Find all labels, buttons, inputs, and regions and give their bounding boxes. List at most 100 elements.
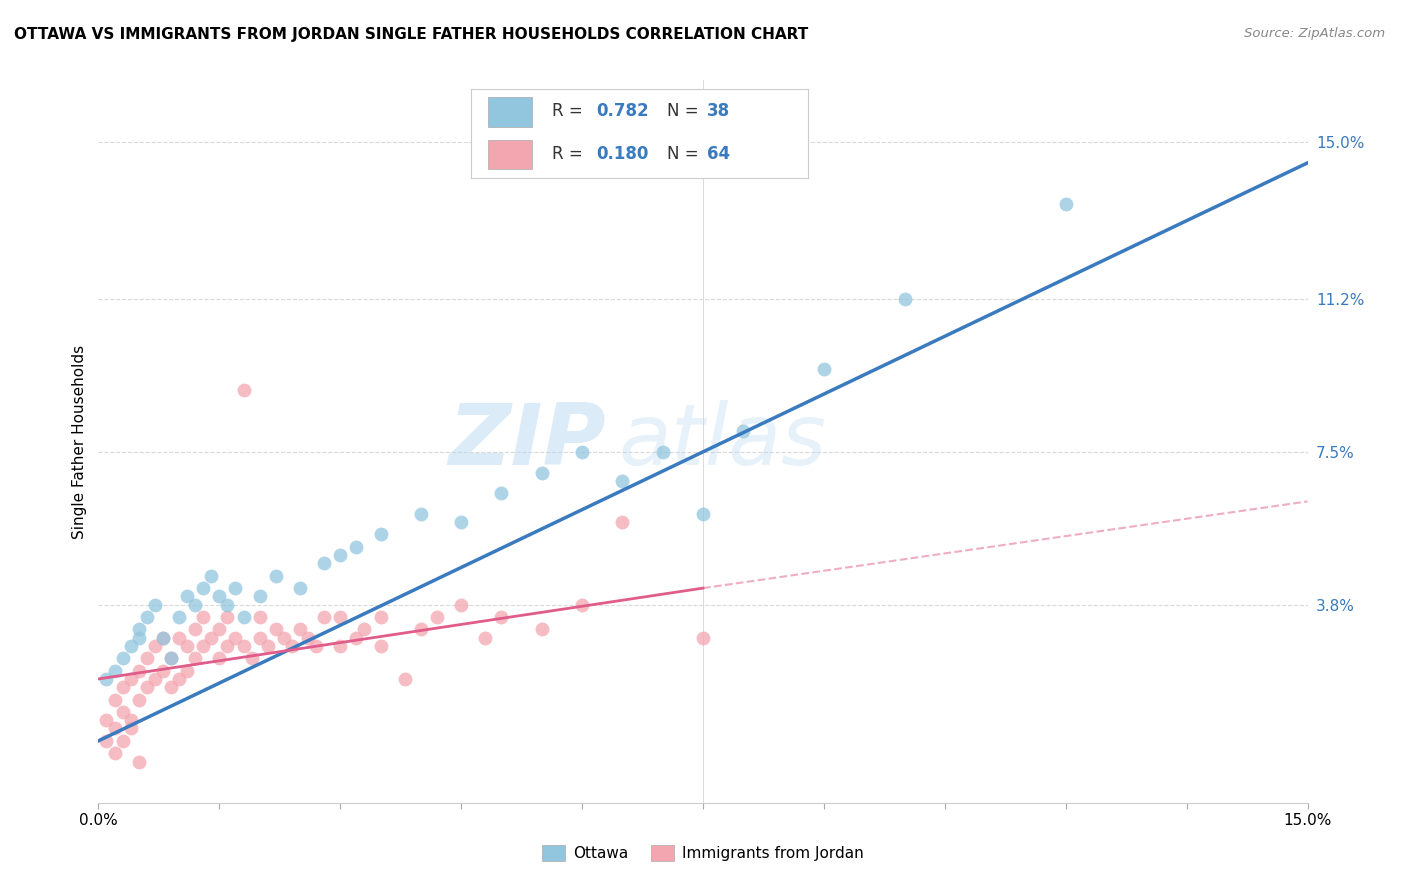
Point (128, 755, 150, 769)
Point (120, 639, 142, 653)
Point (297, 631, 319, 645)
Point (143, 639, 166, 653)
Point (249, 631, 271, 645)
Point (111, 705, 134, 719)
Point (152, 631, 174, 645)
Point (184, 623, 207, 637)
Point (167, 672, 190, 686)
Point (135, 680, 157, 694)
Point (314, 610, 336, 624)
Point (256, 639, 278, 653)
Point (813, 362, 835, 376)
Point (249, 590, 271, 604)
Point (264, 568, 287, 582)
Point (208, 651, 231, 665)
Point (409, 623, 432, 637)
Point (314, 557, 336, 571)
Point (370, 527, 392, 541)
Point (370, 610, 392, 624)
Text: 0.180: 0.180 (596, 145, 648, 163)
Point (103, 692, 125, 706)
Text: atlas: atlas (619, 400, 827, 483)
Point (160, 680, 183, 694)
Point (167, 631, 190, 645)
Point (571, 598, 593, 612)
Y-axis label: Single Father Households: Single Father Households (72, 344, 87, 539)
FancyBboxPatch shape (488, 97, 531, 127)
Point (530, 466, 553, 480)
Text: N =: N = (666, 145, 703, 163)
Point (160, 651, 183, 665)
Point (167, 610, 190, 624)
Point (152, 631, 174, 645)
Point (96, 713, 118, 727)
Text: N =: N = (666, 103, 703, 120)
Text: 64: 64 (707, 145, 730, 163)
Point (426, 610, 449, 624)
Point (232, 383, 254, 397)
Point (288, 623, 311, 637)
Point (193, 639, 215, 653)
Point (264, 623, 287, 637)
Point (217, 598, 239, 612)
Text: OTTAWA VS IMMIGRANTS FROM JORDAN SINGLE FATHER HOUSEHOLDS CORRELATION CHART: OTTAWA VS IMMIGRANTS FROM JORDAN SINGLE … (14, 27, 808, 42)
Point (305, 639, 328, 653)
Point (120, 713, 142, 727)
Point (143, 672, 166, 686)
Point (474, 631, 496, 645)
Point (249, 610, 271, 624)
Point (530, 623, 553, 637)
Point (200, 631, 222, 645)
Point (128, 631, 150, 645)
Point (200, 568, 222, 582)
Point (176, 639, 198, 653)
Point (96, 734, 118, 748)
Point (143, 598, 166, 612)
Point (491, 486, 513, 500)
Point (651, 445, 673, 459)
Point (344, 540, 367, 554)
Point (288, 581, 311, 595)
Point (344, 631, 367, 645)
Point (491, 610, 513, 624)
Point (160, 651, 183, 665)
Point (394, 672, 416, 686)
Text: R =: R = (553, 145, 588, 163)
Point (96, 672, 118, 686)
Point (184, 598, 207, 612)
Point (111, 734, 134, 748)
Point (128, 623, 150, 637)
Point (128, 692, 150, 706)
Point (176, 590, 198, 604)
Point (176, 664, 198, 678)
Point (273, 631, 295, 645)
Point (1054, 197, 1077, 211)
Point (329, 610, 352, 624)
Point (184, 651, 207, 665)
Point (733, 424, 755, 438)
Point (692, 631, 714, 645)
Point (692, 507, 714, 521)
Point (612, 515, 634, 529)
Point (893, 292, 915, 306)
Point (111, 651, 134, 665)
Point (208, 590, 231, 604)
Point (232, 610, 254, 624)
Point (224, 581, 246, 595)
Point (103, 722, 125, 736)
Point (353, 623, 375, 637)
Point (240, 651, 263, 665)
Point (450, 515, 472, 529)
Point (120, 672, 142, 686)
Point (217, 639, 239, 653)
Point (103, 746, 125, 760)
Point (281, 639, 304, 653)
Text: R =: R = (553, 103, 588, 120)
Point (208, 623, 231, 637)
Point (224, 631, 246, 645)
Point (120, 722, 142, 736)
Point (329, 639, 352, 653)
Point (370, 639, 392, 653)
Point (193, 581, 215, 595)
Point (152, 664, 174, 678)
